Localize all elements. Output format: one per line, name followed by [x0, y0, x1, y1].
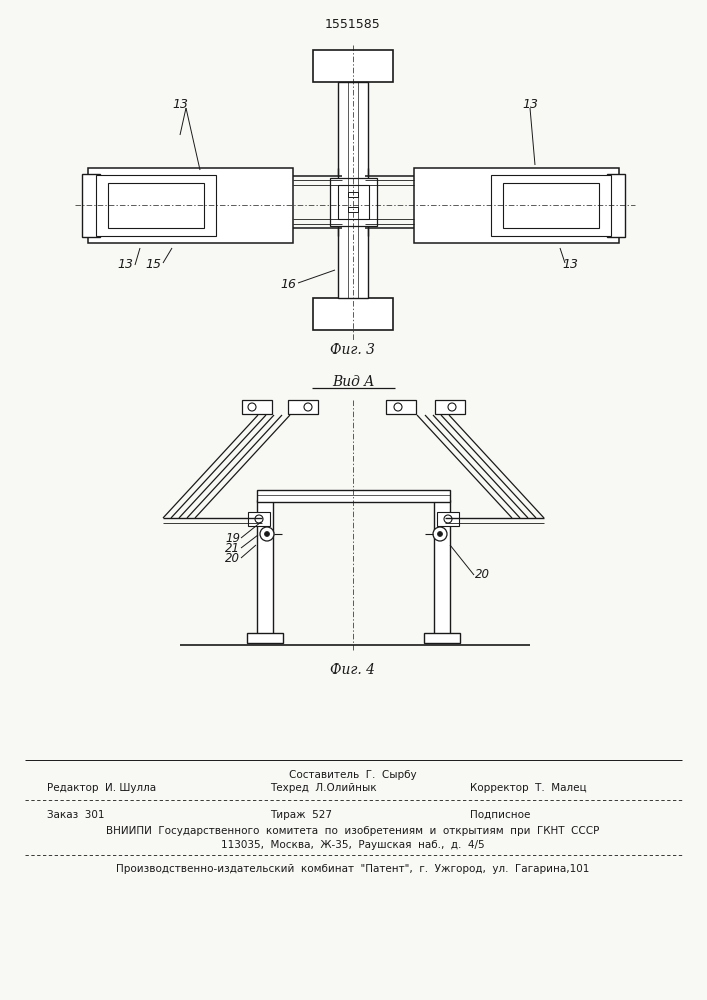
Text: 20: 20 — [225, 552, 240, 564]
Text: 16: 16 — [280, 278, 296, 292]
Bar — [242, 400, 272, 414]
Circle shape — [438, 532, 443, 536]
Bar — [257, 490, 450, 502]
Text: Техред  Л.Олийнык: Техред Л.Олийнык — [270, 783, 377, 793]
Text: Корректор  Т.  Малец: Корректор Т. Малец — [470, 783, 587, 793]
Bar — [437, 512, 459, 526]
Text: 19: 19 — [225, 532, 240, 544]
Text: 113035,  Москва,  Ж-35,  Раушская  наб.,  д.  4/5: 113035, Москва, Ж-35, Раушская наб., д. … — [221, 840, 485, 850]
Bar — [338, 82, 368, 298]
Text: ВНИИПИ  Государственного  комитета  по  изобретениям  и  открытиям  при  ГКНТ  С: ВНИИПИ Государственного комитета по изоб… — [106, 826, 600, 836]
Bar — [288, 400, 318, 414]
Text: Редактор  И. Шулла: Редактор И. Шулла — [47, 783, 156, 793]
Text: 1551585: 1551585 — [325, 18, 381, 31]
Bar — [491, 175, 611, 236]
Text: Фиг. 3: Фиг. 3 — [330, 343, 375, 357]
Text: 15: 15 — [145, 258, 161, 271]
Bar — [435, 400, 465, 414]
Bar — [248, 512, 270, 526]
Bar — [386, 400, 416, 414]
Text: 13: 13 — [562, 258, 578, 271]
Text: Заказ  301: Заказ 301 — [47, 810, 105, 820]
Text: 13: 13 — [522, 99, 538, 111]
Bar — [82, 174, 100, 237]
Bar — [607, 174, 625, 237]
Bar — [414, 168, 619, 243]
Text: 13: 13 — [172, 99, 188, 111]
Bar — [313, 298, 393, 330]
Bar — [503, 183, 599, 228]
Text: Составитель  Г.  Сырбу: Составитель Г. Сырбу — [289, 770, 417, 780]
Circle shape — [448, 403, 456, 411]
Circle shape — [304, 403, 312, 411]
Circle shape — [264, 532, 269, 536]
Text: Фиг. 4: Фиг. 4 — [330, 663, 375, 677]
Text: Тираж  527: Тираж 527 — [270, 810, 332, 820]
Text: 20: 20 — [475, 568, 490, 582]
Text: 21: 21 — [225, 542, 240, 554]
Bar — [96, 175, 216, 236]
Text: 13: 13 — [117, 258, 133, 271]
Bar — [88, 168, 293, 243]
Text: Подписное: Подписное — [470, 810, 530, 820]
Circle shape — [433, 527, 447, 541]
Circle shape — [444, 515, 452, 523]
Bar — [330, 178, 377, 226]
Bar — [434, 500, 450, 635]
Circle shape — [394, 403, 402, 411]
Bar — [257, 500, 273, 635]
Bar — [108, 183, 204, 228]
Bar — [348, 192, 358, 197]
Circle shape — [255, 515, 263, 523]
Circle shape — [260, 527, 274, 541]
Text: Вид A: Вид A — [332, 375, 374, 389]
Bar — [338, 185, 369, 219]
Bar — [348, 207, 358, 212]
Bar — [313, 50, 393, 82]
Bar — [424, 633, 460, 643]
Bar — [247, 633, 283, 643]
Text: Производственно-издательский  комбинат  "Патент",  г.  Ужгород,  ул.  Гагарина,1: Производственно-издательский комбинат "П… — [117, 864, 590, 874]
Circle shape — [248, 403, 256, 411]
